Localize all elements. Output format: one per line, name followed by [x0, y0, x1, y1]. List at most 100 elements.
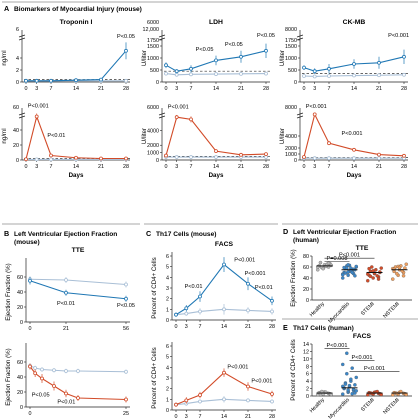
scatter-point — [372, 271, 377, 275]
scatter-point — [368, 274, 373, 279]
category-label: Healthy — [309, 397, 326, 414]
data-point — [214, 72, 218, 76]
data-point — [24, 78, 28, 83]
p-value-label: P<0.001 — [364, 366, 385, 372]
scatter-point — [345, 371, 349, 376]
scatter-point — [345, 351, 349, 356]
category-label: Myocarditis — [327, 397, 351, 420]
chart-tnI-top: Troponin I 6 0 2 4 0 3 7 14 21 28 ng/ml P<0.05 — [1, 19, 135, 92]
scatter-point — [340, 272, 345, 277]
y-tick-label: 4000 — [285, 134, 297, 140]
data-point — [270, 392, 274, 396]
y-tick-label: 2000 — [285, 146, 297, 152]
data-point — [352, 156, 356, 161]
data-point — [164, 71, 168, 76]
scatter-point — [395, 271, 399, 276]
x-tick-label: 7 — [50, 86, 53, 92]
axis-break-mark — [158, 112, 166, 116]
x-axis-label: Days — [347, 172, 362, 179]
x-tick-label: 25 — [123, 411, 129, 417]
data-point — [214, 149, 218, 154]
scatter-point — [353, 383, 357, 387]
x-tick-label: 0 — [303, 164, 306, 170]
scatter-point — [340, 362, 345, 367]
x-tick-label: 0 — [175, 324, 178, 330]
data-point — [76, 369, 80, 373]
data-point — [33, 371, 38, 376]
axis-break-mark — [296, 115, 304, 119]
x-tick-label: 28 — [123, 164, 129, 170]
data-point — [34, 78, 39, 83]
x-tick-label: 21 — [98, 86, 104, 92]
category-label: NSTEMI — [382, 397, 401, 416]
data-point — [24, 157, 28, 162]
data-point — [264, 71, 268, 76]
data-point — [40, 367, 44, 372]
y-tick-label: 0 — [20, 320, 23, 326]
chart-tnI-bot: 60 0 20 40 0 3 7 14 21 28 ng/ml Days P<0.001 P<0.01 — [1, 104, 130, 179]
p-value-label: P=0.008 — [327, 256, 348, 262]
y-tick-label: 1000 — [147, 151, 159, 157]
x-tick-label: 28 — [123, 86, 129, 92]
x-tick-label: 21 — [238, 86, 244, 92]
axis-break-mark — [296, 37, 304, 41]
y-tick-label: 0 — [16, 80, 19, 86]
data-point — [174, 72, 179, 77]
axis-break-mark — [18, 37, 26, 41]
data-point — [184, 306, 189, 311]
x-tick-label: 14 — [73, 86, 79, 92]
x-tick-label: 21 — [245, 414, 251, 420]
scatter-point — [318, 260, 323, 265]
y-tick-label: 0 — [306, 298, 309, 304]
y-tick-label: 20 — [17, 305, 23, 311]
data-point — [184, 311, 189, 316]
y-tick-label: 20 — [303, 287, 309, 293]
scatter-point — [321, 266, 325, 271]
x-tick-label: 14 — [351, 86, 357, 92]
scatter-point — [354, 264, 358, 269]
data-point — [327, 141, 331, 146]
data-point — [402, 54, 406, 59]
y-tick-label: 40 — [13, 128, 19, 134]
data-point — [99, 156, 103, 161]
y-tick-label: 1000 — [285, 152, 297, 158]
panel-title: LDH — [209, 19, 223, 26]
x-axis-label: Days — [209, 172, 224, 179]
data-point — [34, 114, 39, 119]
section-c-title: Th17 Cells (mouse) — [156, 231, 216, 238]
p-value-label: P<0.001 — [245, 271, 266, 277]
y-tick-label: 0 — [156, 80, 159, 86]
scatter-point — [347, 383, 352, 388]
data-point — [352, 62, 356, 66]
data-point — [312, 69, 317, 74]
data-point — [189, 117, 193, 122]
y-axis-label: Percent of CD4+ Cells — [151, 347, 158, 408]
data-point — [124, 397, 128, 402]
y-tick-label: 0 — [306, 394, 309, 400]
data-point — [189, 155, 193, 159]
p-value-label: P<0.01 — [57, 301, 75, 307]
data-point — [124, 296, 128, 301]
y-tick-label: 4 — [306, 379, 309, 385]
y-tick-label: 60 — [13, 105, 19, 111]
data-point — [214, 58, 218, 63]
y-tick-label: 5 — [166, 265, 169, 271]
x-tick-label: 3 — [175, 86, 178, 92]
chart-ef-top: TTE 0 20 40 60 0 21 56 Ejection Fraction (%) P<0.… — [5, 247, 135, 332]
scatter-point — [326, 261, 331, 265]
data-point — [40, 376, 44, 381]
axis-break-mark — [18, 112, 26, 116]
p-value-label: P<0.001 — [227, 364, 248, 370]
data-point — [174, 115, 179, 120]
y-axis-label: Ejection Fraction (%) — [5, 263, 12, 320]
p-value-label: P<0.001 — [342, 131, 363, 137]
chart-d-scatter: TTE 0 20 40 60 80 Ejection Fraction (%) Healthy… — [290, 245, 412, 325]
y-tick-label: 6 — [16, 27, 19, 33]
scatter-point — [404, 262, 408, 266]
y-tick-label: 2 — [16, 68, 19, 74]
x-tick-label: 3 — [313, 86, 316, 92]
series-line — [25, 114, 126, 160]
scatter-point — [346, 273, 350, 277]
